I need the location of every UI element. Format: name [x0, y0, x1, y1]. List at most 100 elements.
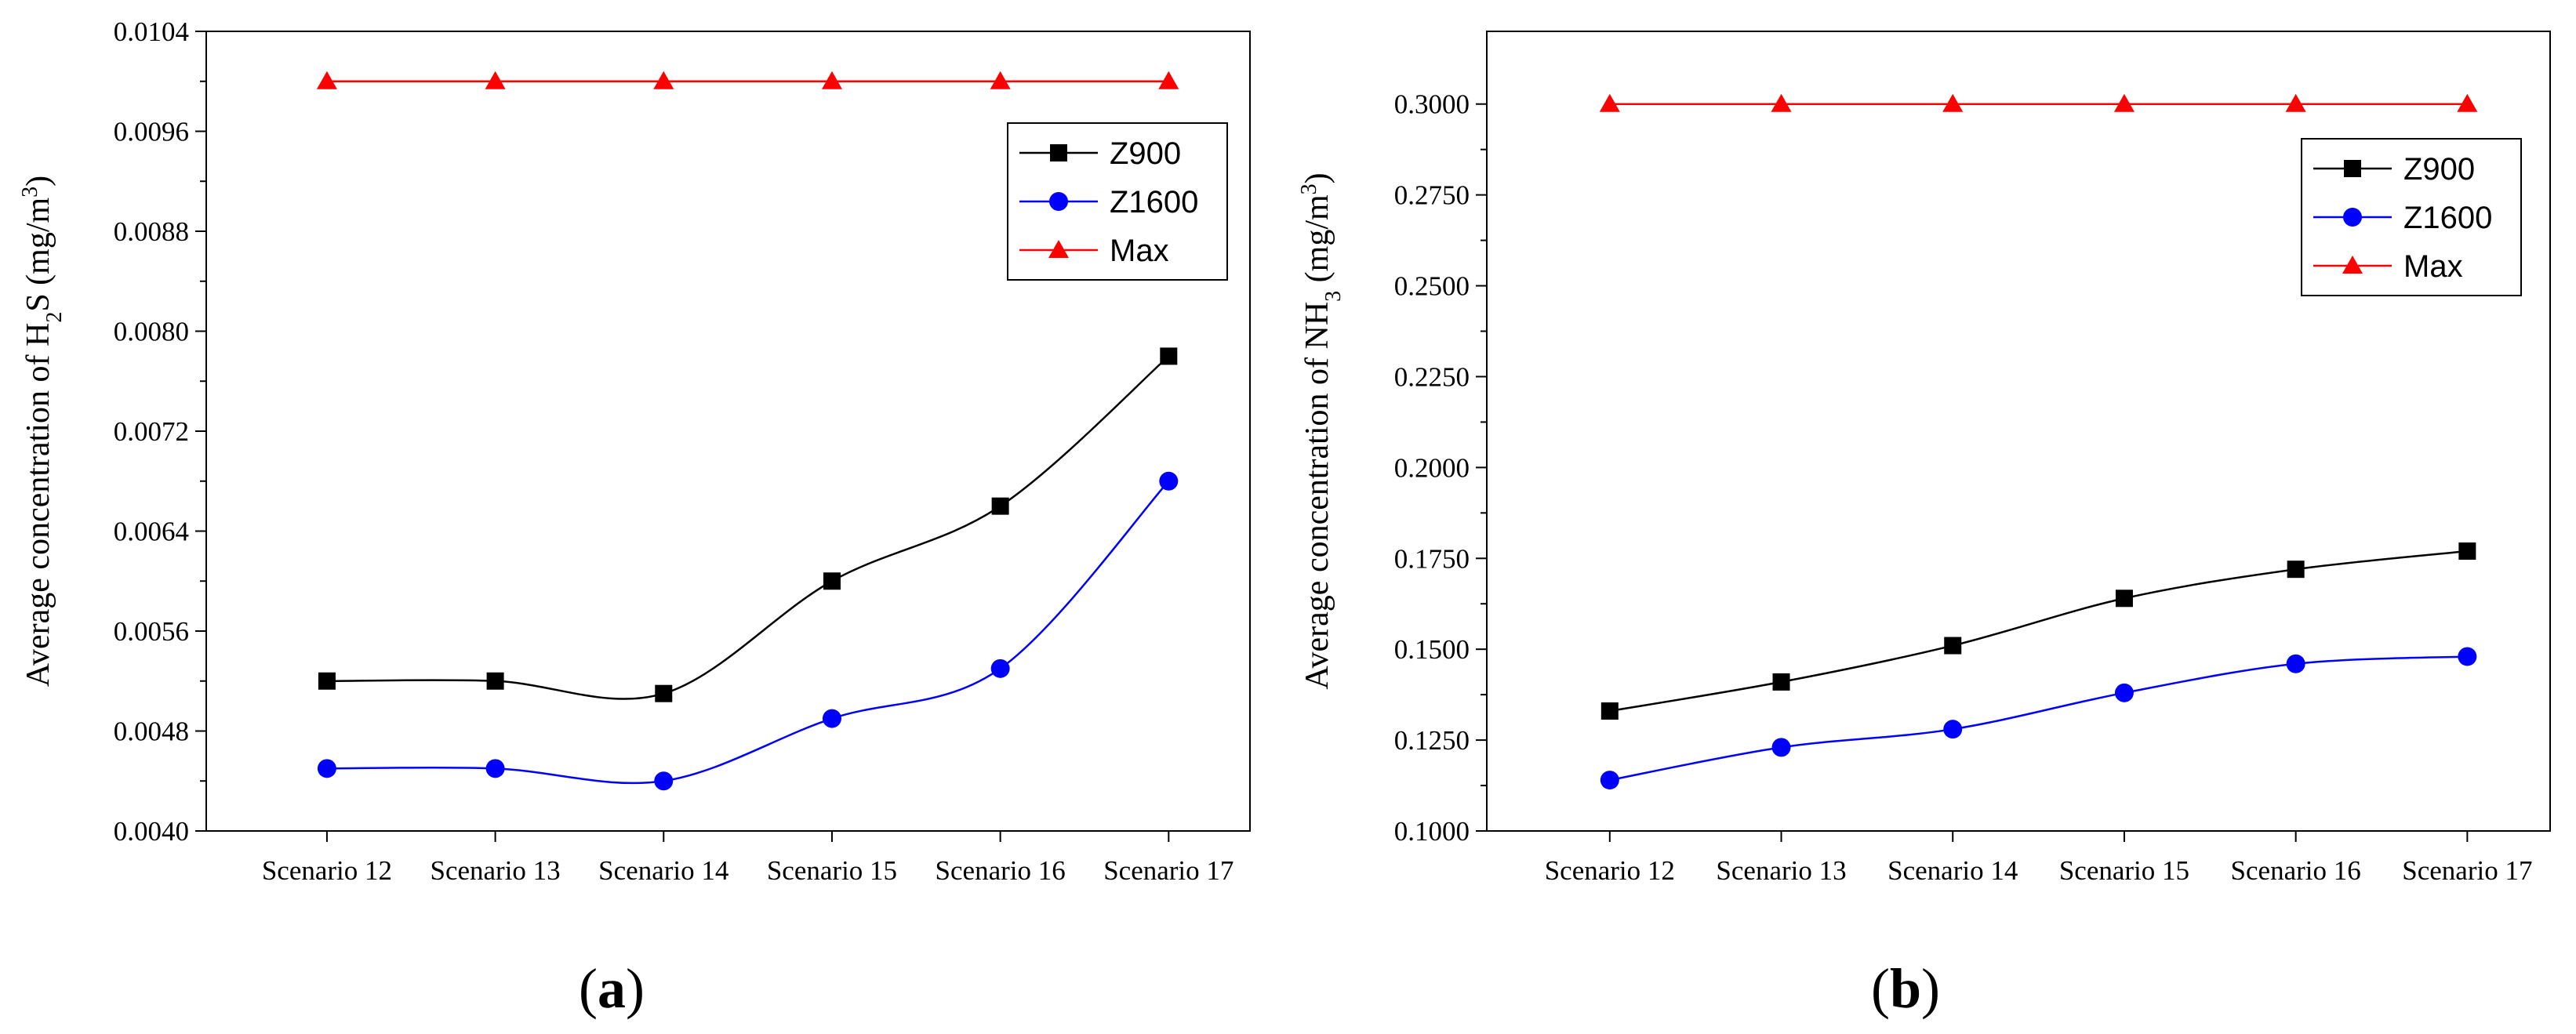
legend-marker-max — [2342, 256, 2363, 274]
y-tick-label: 0.2000 — [1394, 452, 1470, 483]
y-tick-label: 0.2250 — [1394, 361, 1470, 392]
data-point-z1600 — [485, 759, 505, 778]
data-point-z900 — [1600, 702, 1619, 720]
data-point-max — [653, 71, 674, 89]
legend-marker-z1600 — [1049, 192, 1068, 211]
series-z1600 — [1600, 647, 2477, 790]
data-point-z900 — [991, 497, 1009, 515]
panel-label-letter: a — [598, 957, 626, 1020]
chart-panel-b: 0.1000 0.1250 0.1500 0.1750 0.2000 0.2250 0.25… — [1297, 31, 2551, 1020]
y-tick-label: 0.2750 — [1394, 180, 1470, 211]
series-z900 — [318, 347, 1178, 702]
legend-label-max: Max — [2403, 249, 2463, 284]
data-point-max — [485, 71, 506, 89]
data-point-z900 — [1944, 637, 1962, 655]
legend-label-z900: Z900 — [2403, 152, 2475, 187]
legend-label-z1600: Z1600 — [2403, 201, 2492, 235]
data-point-max — [2457, 93, 2478, 112]
data-point-max — [1771, 93, 1792, 112]
data-point-z900 — [486, 672, 504, 690]
y-axis-label: Average concentration of H2S (mg/m3) — [18, 176, 67, 687]
x-tick-label: Scenario 16 — [936, 855, 1066, 886]
y-tick-label: 0.0048 — [114, 717, 189, 747]
x-tick-label: Scenario 17 — [1103, 855, 1234, 886]
data-point-z900 — [2458, 542, 2476, 560]
plot-frame — [1486, 31, 2551, 832]
y-axis-label-part: 3 — [18, 187, 42, 198]
legend-label-max: Max — [1110, 234, 1169, 268]
legend-marker-z1600 — [2343, 208, 2362, 227]
y-tick-label: 0.1500 — [1394, 634, 1470, 665]
data-point-max — [2113, 93, 2135, 112]
data-point-max — [821, 71, 842, 89]
series-z1600 — [317, 471, 1179, 791]
data-point-z900 — [655, 684, 673, 702]
series-line-z900 — [1609, 550, 2468, 713]
y-axis-label-part: S (mg/m — [20, 197, 56, 311]
data-point-z900 — [1772, 673, 1790, 691]
y-tick-label: 0.1750 — [1394, 543, 1470, 574]
panel-label-paren: ) — [626, 957, 645, 1020]
data-point-z1600 — [654, 771, 674, 791]
y-axis-label-part: Average concentration of H — [20, 323, 56, 688]
y-tick-label: 0.0040 — [114, 816, 189, 847]
y-tick-label: 0.0064 — [114, 517, 189, 547]
y-tick-label: 0.1250 — [1394, 725, 1470, 756]
data-point-z1600 — [1771, 738, 1791, 757]
y-tick-label: 0.2500 — [1394, 271, 1470, 302]
legend: Z900 Z1600 Max — [1007, 122, 1228, 281]
panel-label-paren: ) — [1921, 957, 1940, 1020]
x-tick-label: Scenario 13 — [430, 855, 560, 886]
y-axis-label-part: 3 — [1297, 183, 1321, 194]
data-point-z900 — [2287, 561, 2305, 579]
legend-label-z1600: Z1600 — [1110, 185, 1198, 219]
y-tick-label: 0.0096 — [114, 117, 189, 147]
y-tick-label: 0.0104 — [114, 16, 189, 47]
data-point-z1600 — [2458, 647, 2477, 666]
series-line-z1600 — [1609, 655, 2468, 782]
data-point-z1600 — [1600, 771, 1619, 790]
x-tick-label: Scenario 12 — [1545, 855, 1675, 886]
y-axis-label-part: 3 — [1321, 291, 1346, 302]
x-tick-label: Scenario 15 — [2059, 855, 2189, 886]
y-tick-label: 0.1000 — [1394, 816, 1470, 847]
panel-label: (a) — [579, 957, 645, 1020]
series-line-z1600 — [326, 480, 1170, 785]
data-point-z1600 — [1943, 720, 1963, 739]
y-tick-label: 0.0088 — [114, 216, 189, 247]
chart-panel-a: 0.0040 0.0048 0.0056 0.0064 0.0072 0.0080 0.00… — [18, 16, 1251, 1020]
legend-marker-max — [1048, 240, 1069, 258]
data-point-z900 — [2115, 590, 2133, 608]
panel-label-paren: ( — [1871, 957, 1890, 1020]
data-point-max — [990, 71, 1011, 89]
data-point-z1600 — [990, 658, 1010, 678]
series-max — [1599, 93, 2478, 112]
y-axis-label-part: (mg/m — [1299, 194, 1335, 291]
x-tick-label: Scenario 16 — [2231, 855, 2361, 886]
data-point-z1600 — [822, 709, 841, 728]
x-tick-label: Scenario 12 — [262, 855, 392, 886]
data-point-max — [1158, 71, 1179, 89]
data-point-z1600 — [2114, 683, 2134, 702]
series-z900 — [1600, 542, 2476, 720]
data-point-z1600 — [1159, 471, 1179, 491]
y-axis-label: Average concentration of NH3 (mg/m3) — [1297, 172, 1346, 689]
data-point-max — [2285, 93, 2306, 112]
x-tick-label: Scenario 13 — [1716, 855, 1846, 886]
data-point-z900 — [823, 572, 841, 590]
series-max — [316, 71, 1179, 89]
panel-label-letter: b — [1890, 957, 1921, 1020]
data-point-max — [1942, 93, 1964, 112]
legend-marker-z900 — [2344, 160, 2361, 177]
y-axis-label-part: Average concentration of NH — [1299, 302, 1335, 690]
y-tick-label: 0.0080 — [114, 317, 189, 347]
series-line-z900 — [326, 355, 1170, 700]
data-point-z900 — [318, 672, 336, 690]
data-point-z1600 — [317, 759, 336, 778]
y-axis-label-part: ) — [1299, 172, 1335, 183]
x-tick-label: Scenario 14 — [1887, 855, 2018, 886]
data-point-max — [316, 71, 337, 89]
y-tick-label: 0.0072 — [114, 416, 189, 447]
data-point-z900 — [1160, 347, 1178, 365]
